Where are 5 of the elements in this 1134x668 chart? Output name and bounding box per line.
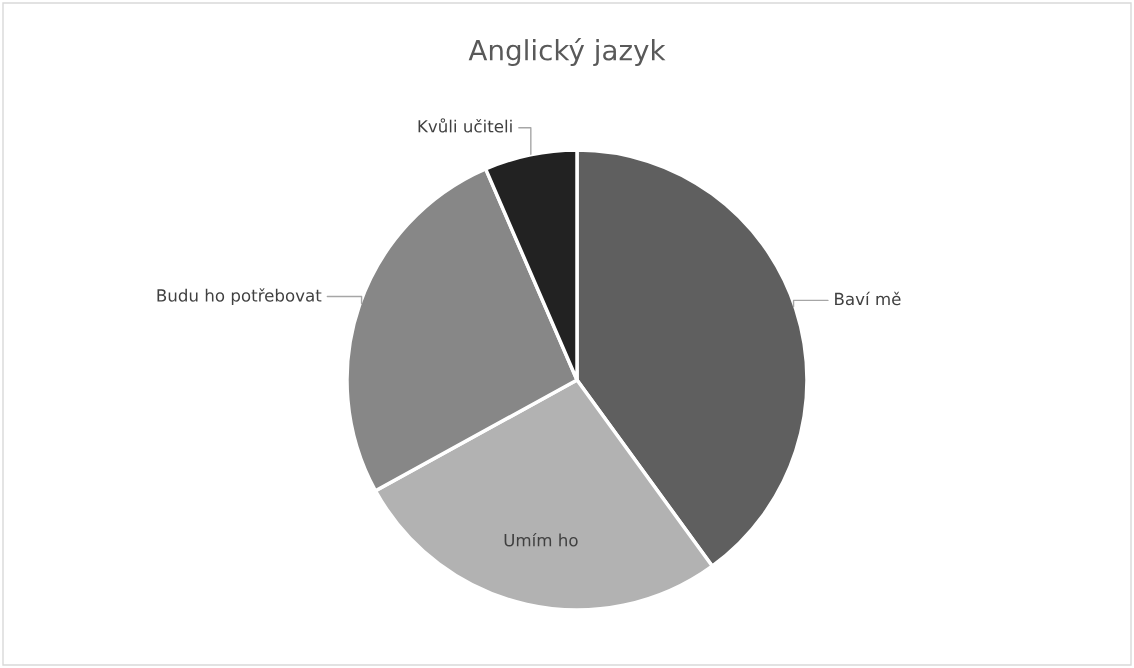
slice-label: Umím ho [504,532,578,547]
slice-label: Baví mě [835,291,901,306]
slice-label: Budu ho potřebovat [157,288,322,305]
chart-title: Anglický jazyk [468,38,666,66]
slice-label: Kvůli učiteli [418,118,512,133]
